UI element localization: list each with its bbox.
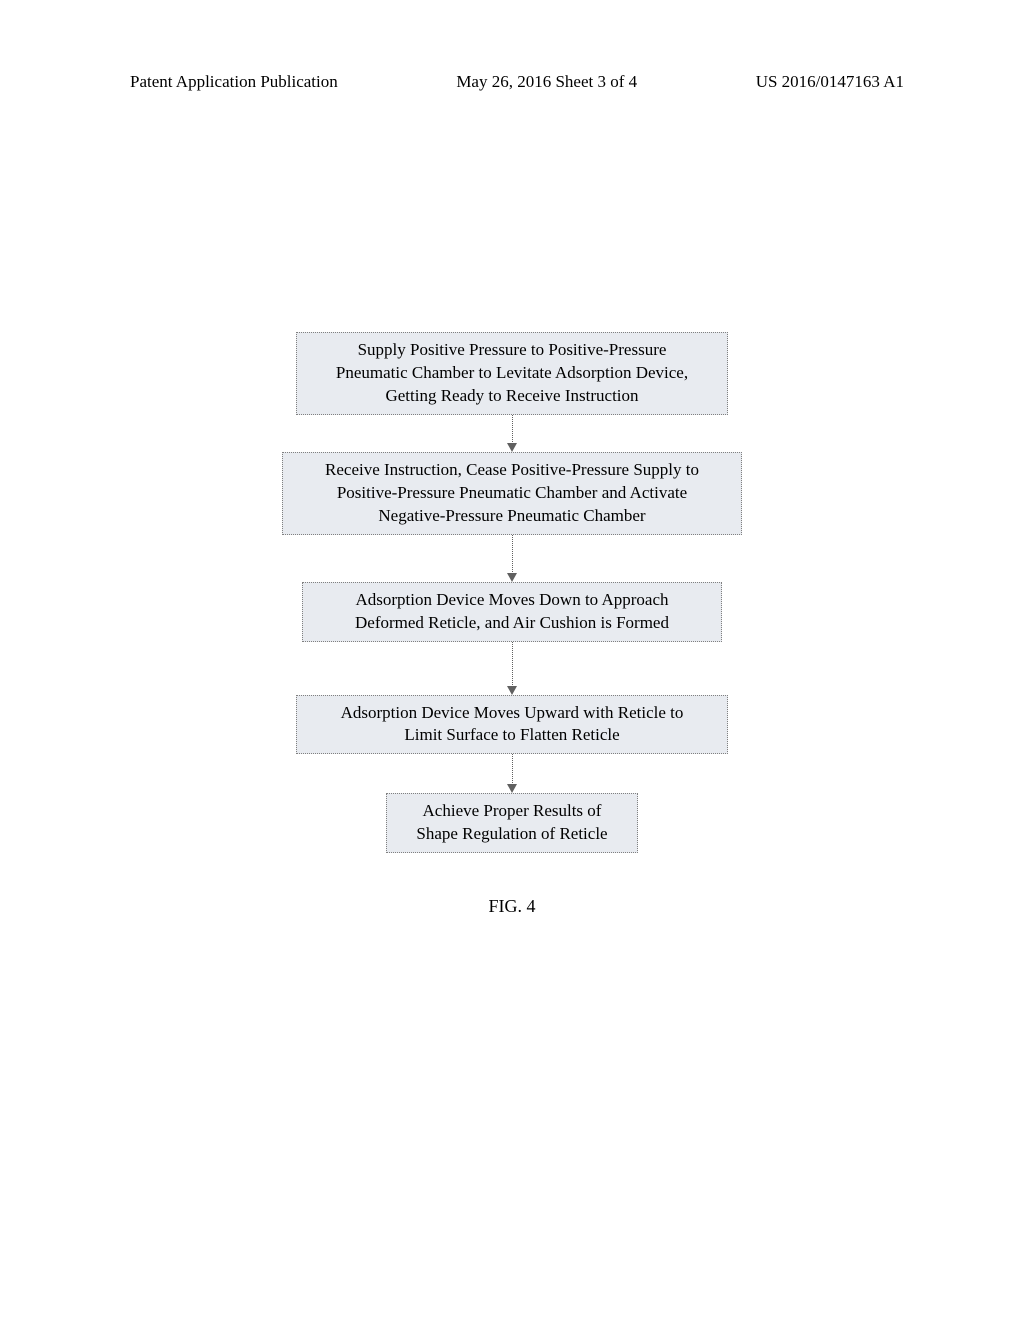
arrow-head-icon xyxy=(507,443,517,452)
flowchart: Supply Positive Pressure to Positive-Pre… xyxy=(0,332,1024,853)
flow-node-line: Negative-Pressure Pneumatic Chamber xyxy=(297,505,727,528)
arrow-head-icon xyxy=(507,784,517,793)
arrow-line xyxy=(512,642,513,687)
flow-node-line: Pneumatic Chamber to Levitate Adsorption… xyxy=(311,362,713,385)
flow-arrow xyxy=(507,415,517,452)
flow-node-line: Achieve Proper Results of xyxy=(401,800,623,823)
page-header: Patent Application Publication May 26, 2… xyxy=(0,72,1024,92)
arrow-head-icon xyxy=(507,686,517,695)
flow-node: Achieve Proper Results ofShape Regulatio… xyxy=(386,793,638,853)
arrow-line xyxy=(512,415,513,444)
flow-node-line: Limit Surface to Flatten Reticle xyxy=(311,724,713,747)
flow-node-line: Supply Positive Pressure to Positive-Pre… xyxy=(311,339,713,362)
flow-node-line: Adsorption Device Moves Down to Approach xyxy=(317,589,707,612)
flow-arrow xyxy=(507,535,517,582)
flow-node-line: Getting Ready to Receive Instruction xyxy=(311,385,713,408)
flow-node: Receive Instruction, Cease Positive-Pres… xyxy=(282,452,742,535)
flow-node-line: Deformed Reticle, and Air Cushion is For… xyxy=(317,612,707,635)
arrow-head-icon xyxy=(507,573,517,582)
header-left: Patent Application Publication xyxy=(130,72,338,92)
flow-node-line: Adsorption Device Moves Upward with Reti… xyxy=(311,702,713,725)
flow-node-line: Positive-Pressure Pneumatic Chamber and … xyxy=(297,482,727,505)
flow-arrow xyxy=(507,642,517,695)
flow-arrow xyxy=(507,754,517,793)
flow-node: Adsorption Device Moves Upward with Reti… xyxy=(296,695,728,755)
arrow-line xyxy=(512,535,513,574)
arrow-line xyxy=(512,754,513,785)
header-right: US 2016/0147163 A1 xyxy=(756,72,904,92)
header-center: May 26, 2016 Sheet 3 of 4 xyxy=(456,72,637,92)
flow-node-line: Shape Regulation of Reticle xyxy=(401,823,623,846)
flow-node-line: Receive Instruction, Cease Positive-Pres… xyxy=(297,459,727,482)
flow-node: Supply Positive Pressure to Positive-Pre… xyxy=(296,332,728,415)
flow-node: Adsorption Device Moves Down to Approach… xyxy=(302,582,722,642)
figure-caption: FIG. 4 xyxy=(0,896,1024,917)
